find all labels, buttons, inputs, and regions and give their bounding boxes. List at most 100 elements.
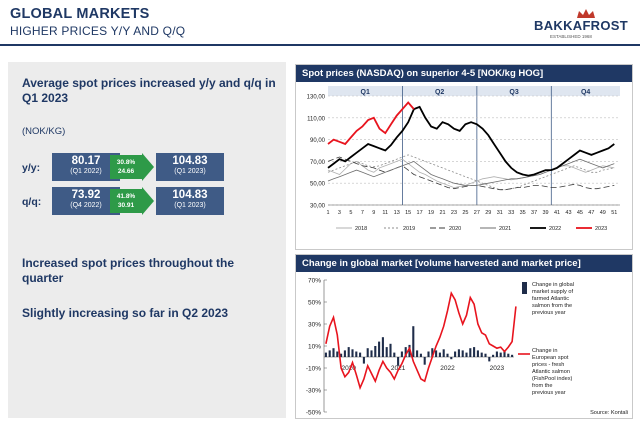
spot-price-chart: Q1 Q2 Q3 Q4 130,00 110,00 90,00 70,00 50,00 30,00… [307, 86, 620, 232]
y-tick-label: 30,00 [310, 204, 326, 210]
legend-label-2021: 2021 [499, 226, 511, 232]
summary-text-2: Slightly increasing so far in Q2 2023 [22, 306, 229, 320]
legend-bar-swatch [522, 282, 527, 294]
x-tick-label: 45 [577, 210, 583, 216]
quarter-label: Q2 [435, 89, 444, 96]
x-tick-label: 35 [520, 210, 526, 216]
supply-bar [336, 351, 339, 357]
series-line-2018 [327, 158, 615, 189]
legend-label-2019: 2019 [403, 226, 415, 232]
supply-bar [495, 351, 498, 357]
x-tick-label: 51 [611, 210, 617, 216]
supply-bar [480, 352, 483, 357]
yy-prev-box: 80.17 (Q1 2022) [52, 153, 120, 181]
legend-bar-label: Change in global market supply of farmed A… [532, 282, 574, 316]
supply-bar [427, 351, 430, 357]
y-tick-label: 70,00 [310, 160, 326, 166]
yy-arrow-icon [142, 153, 154, 181]
y-tick-label: 30% [308, 322, 321, 329]
y-tick-label: 70% [308, 278, 321, 285]
page-subtitle: HIGHER PRICES Y/Y AND Q/Q [10, 24, 186, 38]
supply-bar [431, 348, 434, 357]
summary-heading: Average spot prices increased y/y and q/… [22, 76, 276, 105]
supply-bar [469, 348, 472, 357]
series-line-2021 [327, 158, 615, 186]
quarter-label: Q4 [581, 89, 590, 96]
qq-curr-box: 104.83 (Q1 2023) [156, 187, 224, 215]
legend-line-label: Change in European spot prices - fresh Atla… [532, 348, 573, 396]
series-line-2022 [327, 105, 615, 177]
legend-label-2023: 2023 [595, 226, 607, 232]
supply-bar [366, 348, 369, 357]
x-tick-label: 3 [338, 210, 341, 216]
x-tick-label: 37 [531, 210, 537, 216]
yy-prev-value: 80.17 [71, 155, 101, 167]
y-tick-label: 130,00 [307, 95, 326, 101]
page-header: GLOBAL MARKETS HIGHER PRICES Y/Y AND Q/Q [10, 6, 185, 38]
x-tick-label: 41 [554, 210, 560, 216]
source-label: Source: Kontali [590, 410, 628, 416]
qq-prev-box: 73.92 (Q4 2022) [52, 187, 120, 215]
y-tick-label: 50% [308, 300, 321, 307]
qq-prev-value: 73.92 [71, 189, 101, 201]
supply-bar [340, 353, 343, 357]
supply-bar [461, 350, 464, 357]
x-tick-label: 23 [451, 210, 457, 216]
page-title: GLOBAL MARKETS [10, 6, 150, 22]
crown-icon [577, 9, 595, 18]
supply-bar [446, 353, 449, 357]
spot-price-chart-title: Spot prices (NASDAQ) on superior 4-5 [NO… [296, 65, 632, 82]
supply-bar [507, 353, 510, 357]
x-tick-label: 7 [361, 210, 364, 216]
summary-text-1: Increased spot prices throughout the qua… [22, 256, 235, 285]
series-line-2023 [327, 101, 415, 146]
x-tick-label: 33 [508, 210, 514, 216]
y-tick-label: -10% [306, 366, 321, 373]
market-change-chart-panel: Change in global market [volume harveste… [295, 254, 633, 419]
unit-label: (NOK/KG) [22, 126, 66, 137]
supply-bar [378, 341, 381, 357]
qq-label: q/q: [22, 196, 42, 208]
supply-bar [404, 347, 407, 357]
y-tick-label: -30% [306, 388, 321, 395]
supply-bar [400, 351, 403, 357]
supply-bar [492, 354, 495, 357]
qq-prev-period: (Q4 2022) [70, 202, 102, 209]
company-logo: BAKKAFROST ESTABLISHED 1968 [534, 8, 634, 42]
year-label: 2022 [440, 365, 455, 372]
series-line-2020 [327, 156, 615, 191]
supply-bar [389, 343, 392, 357]
series-line-2019 [327, 154, 615, 191]
header-divider [0, 44, 640, 46]
spot-price-chart-panel: Spot prices (NASDAQ) on superior 4-5 [NO… [295, 64, 633, 250]
qq-curr-period: (Q1 2023) [174, 202, 206, 209]
supply-bar [381, 337, 384, 357]
yy-prev-period: (Q1 2022) [70, 168, 102, 175]
market-change-chart: 70%50%30%10%-10%-30%-50%2020 2021 2022 2023… [306, 278, 628, 417]
x-tick-label: 11 [382, 210, 388, 216]
supply-bar [499, 352, 502, 357]
x-tick-label: 31 [497, 210, 503, 216]
supply-bar [454, 351, 457, 357]
x-tick-label: 29 [485, 210, 491, 216]
supply-bar [416, 350, 419, 357]
supply-bar [465, 352, 468, 357]
qq-curr-value: 104.83 [172, 189, 208, 201]
qq-arrow-icon [142, 187, 154, 215]
supply-bar [385, 347, 388, 357]
x-tick-label: 9 [372, 210, 375, 216]
x-tick-label: 21 [439, 210, 445, 216]
supply-bar [476, 350, 479, 357]
yy-curr-value: 104.83 [172, 155, 208, 167]
x-tick-label: 49 [600, 210, 606, 216]
quarter-label: Q3 [509, 89, 518, 96]
supply-bar [374, 346, 377, 357]
supply-bar [511, 354, 514, 357]
supply-bar [419, 353, 422, 357]
supply-bar [412, 326, 415, 357]
yy-curr-box: 104.83 (Q1 2023) [156, 153, 224, 181]
supply-bar [362, 357, 365, 364]
supply-bar [324, 352, 327, 357]
summary-panel: Average spot prices increased y/y and q/… [8, 62, 286, 418]
y-tick-label: 110,00 [307, 116, 326, 122]
